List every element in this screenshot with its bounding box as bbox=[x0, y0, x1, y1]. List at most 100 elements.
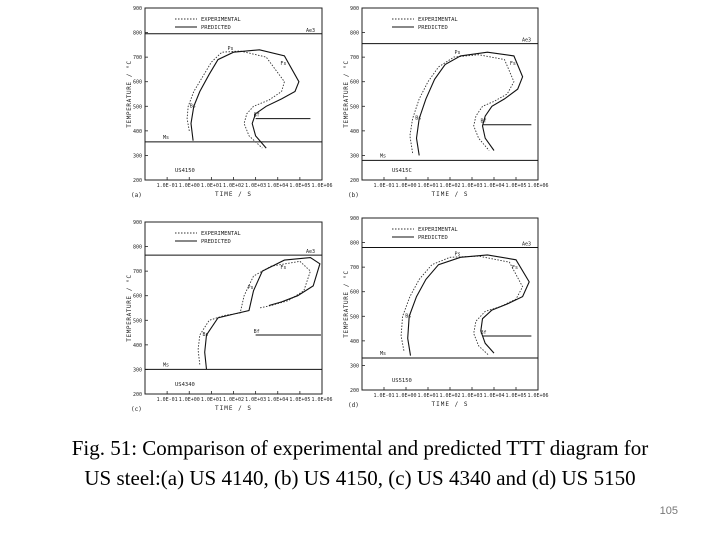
legend-label-experimental: EXPERIMENTAL bbox=[201, 17, 241, 23]
y-tick-label: 500 bbox=[133, 104, 142, 110]
y-tick-label: 300 bbox=[133, 153, 142, 159]
y-tick-label: 400 bbox=[350, 129, 359, 135]
bs-label: Bs bbox=[415, 116, 421, 122]
legend-label-predicted: PREDICTED bbox=[201, 239, 231, 245]
y-tick-label: 200 bbox=[133, 392, 142, 398]
y-tick-label: 600 bbox=[350, 80, 359, 86]
x-axis-title: TIME / S bbox=[432, 191, 469, 198]
panel-label: (b) bbox=[348, 192, 359, 199]
fs-label: Fs bbox=[512, 265, 518, 271]
y-tick-label: 200 bbox=[350, 178, 359, 184]
y-tick-label: 600 bbox=[133, 294, 142, 300]
x-tick-label: 1.0E+04 bbox=[267, 397, 288, 403]
y-tick-label: 800 bbox=[133, 31, 142, 37]
bf-label: Bf bbox=[254, 329, 260, 335]
ms-label: Ms bbox=[163, 135, 169, 141]
x-tick-label: 1.0E+06 bbox=[311, 183, 332, 189]
y-tick-label: 600 bbox=[133, 80, 142, 86]
x-axis-title: TIME / S bbox=[432, 401, 469, 408]
caption-line-1: Fig. 51: Comparison of experimental and … bbox=[71, 436, 649, 460]
y-tick-label: 200 bbox=[350, 388, 359, 394]
ms-label: Ms bbox=[163, 362, 169, 368]
x-tick-label: 1.0E+03 bbox=[461, 393, 482, 399]
y-tick-label: 800 bbox=[350, 31, 359, 37]
bs-label: Bs bbox=[202, 332, 208, 338]
x-tick-label: 1.0E+02 bbox=[223, 397, 244, 403]
ps-label: Ps bbox=[247, 285, 253, 291]
y-tick-label: 700 bbox=[350, 55, 359, 61]
legend-label-predicted: PREDICTED bbox=[418, 25, 448, 31]
steel-label: US4150 bbox=[175, 168, 195, 174]
x-axis-title: TIME / S bbox=[215, 405, 252, 412]
y-tick-label: 700 bbox=[133, 269, 142, 275]
x-tick-label: 1.0E+03 bbox=[245, 183, 266, 189]
legend-label-experimental: EXPERIMENTAL bbox=[201, 231, 241, 237]
panel-label: (a) bbox=[131, 192, 142, 199]
y-tick-label: 800 bbox=[133, 245, 142, 251]
y-tick-label: 900 bbox=[133, 220, 142, 226]
y-axis-title: TEMPERATURE / °C bbox=[126, 60, 133, 127]
x-tick-label: 1.0E+05 bbox=[289, 183, 310, 189]
y-tick-label: 400 bbox=[350, 339, 359, 345]
fs-label: Fs bbox=[280, 61, 286, 67]
steel-label: US5150 bbox=[392, 378, 412, 384]
x-tick-label: 1.0E+01 bbox=[417, 183, 438, 189]
legend-label-experimental: EXPERIMENTAL bbox=[418, 17, 458, 23]
x-tick-label: 1.0E+02 bbox=[223, 183, 244, 189]
series-line-experimental bbox=[409, 54, 515, 154]
ae3-label: Ae3 bbox=[522, 241, 531, 247]
y-tick-label: 700 bbox=[133, 55, 142, 61]
y-tick-label: 300 bbox=[133, 367, 142, 373]
y-axis-title: TEMPERATURE / °C bbox=[343, 60, 350, 127]
series-line-predicted bbox=[407, 254, 530, 356]
plot-frame bbox=[144, 221, 323, 395]
y-tick-label: 400 bbox=[133, 343, 142, 349]
y-tick-label: 500 bbox=[350, 314, 359, 320]
x-tick-label: 1.0E+01 bbox=[201, 397, 222, 403]
series-line-predicted bbox=[190, 49, 300, 149]
ms-label: Ms bbox=[380, 153, 386, 159]
page-number: 105 bbox=[659, 505, 678, 517]
fs-label: Fs bbox=[510, 61, 516, 67]
plot-frame bbox=[361, 217, 539, 391]
x-tick-label: 1.0E+00 bbox=[395, 183, 416, 189]
x-tick-label: 1.0E+05 bbox=[289, 397, 310, 403]
x-tick-label: 1.0E+03 bbox=[245, 397, 266, 403]
series-line-predicted bbox=[415, 51, 524, 156]
x-axis-title: TIME / S bbox=[215, 191, 252, 198]
ps-label: Ps bbox=[228, 46, 234, 52]
y-tick-label: 400 bbox=[133, 129, 142, 135]
ae3-label: Ae3 bbox=[522, 38, 531, 44]
bs-label: Bs bbox=[405, 313, 411, 319]
x-tick-label: 1.0E+05 bbox=[505, 183, 526, 189]
x-tick-label: 1.0E+01 bbox=[417, 393, 438, 399]
ae3-label: Ae3 bbox=[306, 249, 315, 255]
x-tick-label: 1.0E+00 bbox=[179, 397, 200, 403]
x-tick-label: 1.0E+00 bbox=[179, 183, 200, 189]
panel-label: (d) bbox=[348, 402, 359, 409]
x-tick-label: 1.0E+05 bbox=[505, 393, 526, 399]
y-axis-title: TEMPERATURE / °C bbox=[126, 274, 133, 341]
ms-label: Ms bbox=[380, 351, 386, 357]
series-line-experimental bbox=[197, 260, 311, 365]
legend-label-experimental: EXPERIMENTAL bbox=[418, 227, 458, 233]
y-tick-label: 700 bbox=[350, 265, 359, 271]
y-tick-label: 500 bbox=[133, 318, 142, 324]
x-tick-label: 1.0E-01 bbox=[373, 183, 394, 189]
x-tick-label: 1.0E+06 bbox=[527, 183, 548, 189]
panel-label: (c) bbox=[131, 406, 142, 413]
x-tick-label: 1.0E-01 bbox=[157, 183, 178, 189]
figure-caption: Fig. 51: Comparison of experimental and … bbox=[0, 433, 720, 493]
fs-label: Fs bbox=[280, 265, 286, 271]
x-tick-label: 1.0E+06 bbox=[527, 393, 548, 399]
y-tick-label: 300 bbox=[350, 153, 359, 159]
legend-label-predicted: PREDICTED bbox=[201, 25, 231, 31]
x-tick-label: 1.0E+00 bbox=[395, 393, 416, 399]
bf-label: Bf bbox=[480, 119, 486, 125]
series-line-experimental bbox=[186, 50, 285, 149]
